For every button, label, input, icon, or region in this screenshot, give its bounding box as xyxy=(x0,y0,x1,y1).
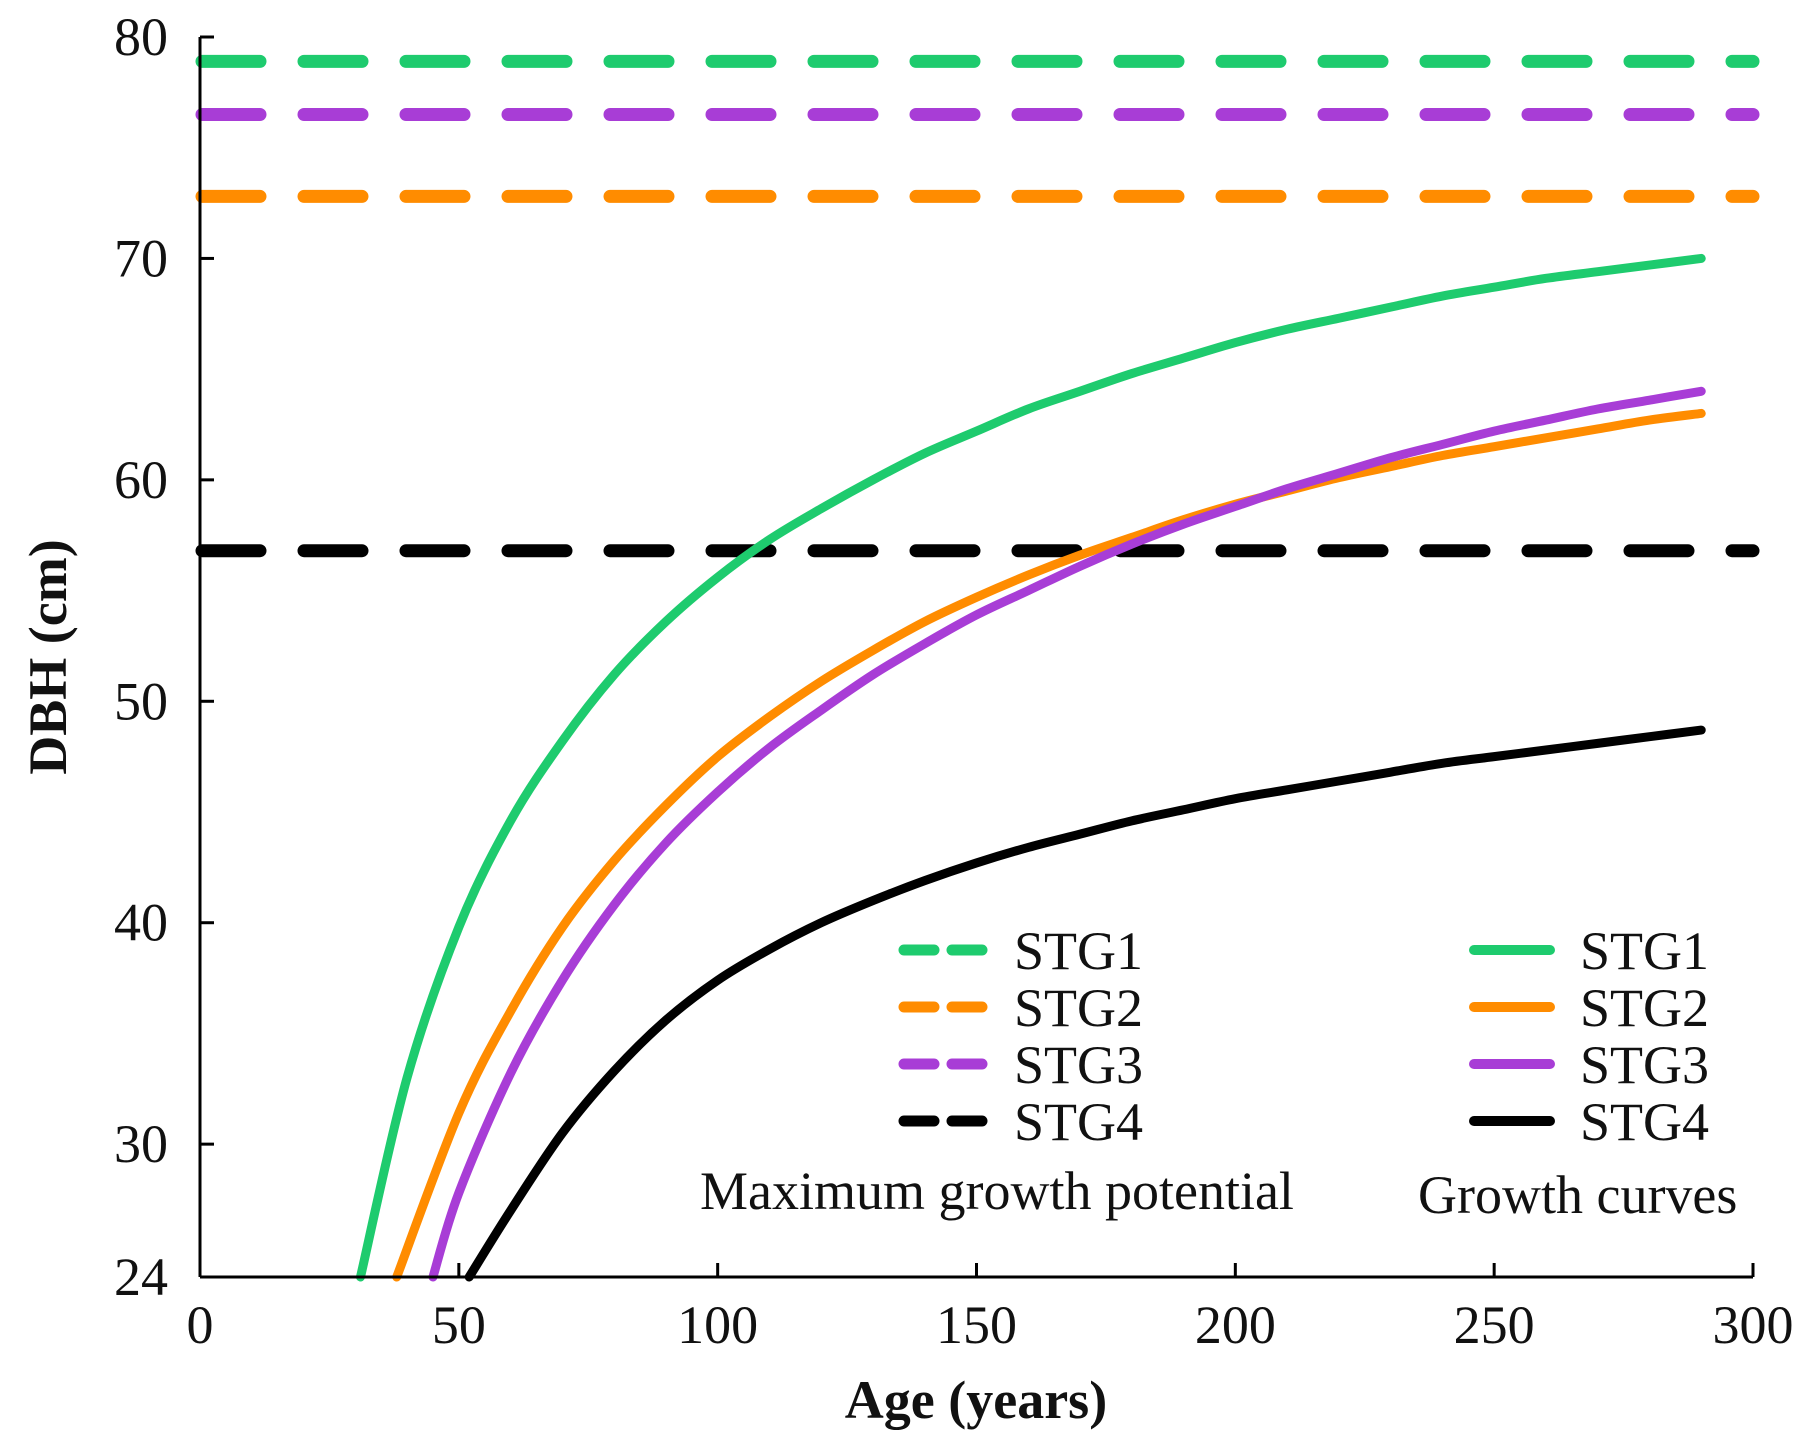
growth-curve-lines xyxy=(355,253,1706,1282)
y-tick-label: 70 xyxy=(114,228,168,288)
y-tick-label: 80 xyxy=(114,7,168,67)
ticks: 0 50 100 150 200 250 300 24 30 40 50 60 70 80 xyxy=(114,7,1794,1355)
max-potential-lines xyxy=(195,54,1760,558)
y-tick-label: 30 xyxy=(114,1114,168,1174)
legend-label-curve-stg3: STG3 xyxy=(1580,1035,1709,1095)
axes xyxy=(198,37,1753,1279)
legend-label-max-stg1: STG1 xyxy=(1014,921,1143,981)
growth-curve-stg2 xyxy=(392,408,1706,1282)
legend-caption-growth-curves: Growth curves xyxy=(1418,1165,1737,1225)
legend-label-curve-stg2: STG2 xyxy=(1580,978,1709,1038)
y-axis-title: DBH (cm) xyxy=(18,539,78,774)
legend-caption-max-potential: Maximum growth potential xyxy=(700,1161,1294,1221)
x-tick-label: 100 xyxy=(677,1295,758,1355)
x-tick-label: 50 xyxy=(432,1295,486,1355)
legend-label-max-stg3: STG3 xyxy=(1014,1035,1143,1095)
y-tick-label: 50 xyxy=(114,671,168,731)
y-tick-label: 24 xyxy=(114,1247,168,1307)
x-tick-label: 150 xyxy=(936,1295,1017,1355)
x-axis-title: Age (years) xyxy=(845,1370,1107,1430)
growth-curve-stg4 xyxy=(464,725,1706,1282)
growth-curve-stg1 xyxy=(355,253,1706,1282)
x-tick-label: 250 xyxy=(1454,1295,1535,1355)
legend-label-curve-stg4: STG4 xyxy=(1580,1092,1709,1152)
legend-label-curve-stg1: STG1 xyxy=(1580,921,1709,981)
legend-label-max-stg4: STG4 xyxy=(1014,1092,1143,1152)
growth-curve-stg3 xyxy=(428,386,1706,1282)
y-tick-label: 60 xyxy=(114,450,168,510)
x-tick-label: 0 xyxy=(187,1295,214,1355)
x-tick-label: 200 xyxy=(1195,1295,1276,1355)
y-tick-label: 40 xyxy=(114,893,168,953)
legend-label-max-stg2: STG2 xyxy=(1014,978,1143,1038)
x-tick-label: 300 xyxy=(1713,1295,1794,1355)
